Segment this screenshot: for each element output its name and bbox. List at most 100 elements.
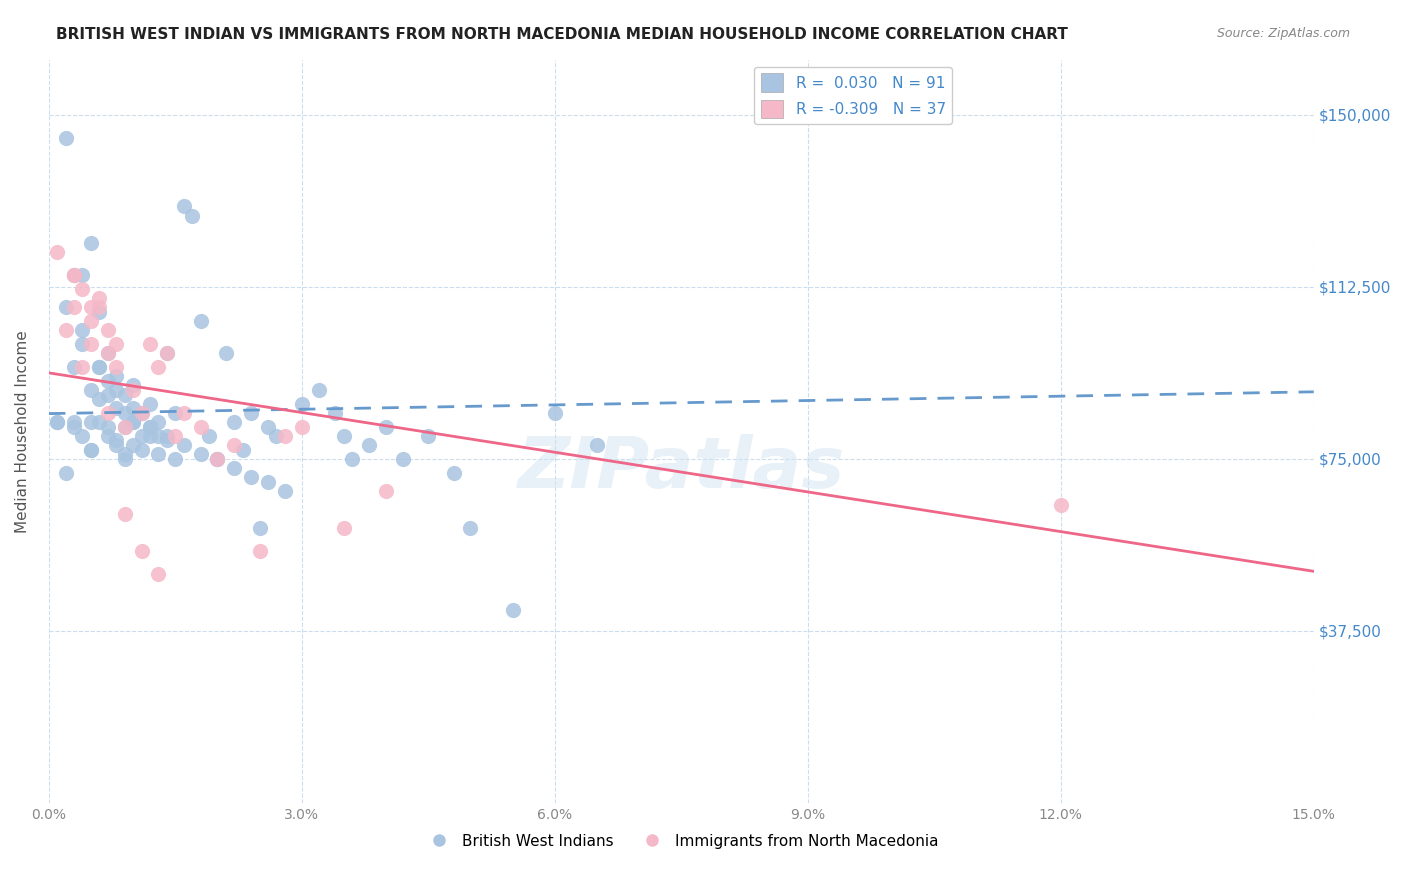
- Point: [72, 337, 94, 351]
- Point: [148, 566, 170, 581]
- Point: [207, 451, 229, 466]
- Text: Source: ZipAtlas.com: Source: ZipAtlas.com: [1216, 27, 1350, 40]
- Point: [165, 451, 187, 466]
- Point: [148, 415, 170, 429]
- Point: [224, 415, 246, 429]
- Point: [122, 415, 145, 429]
- Point: [207, 451, 229, 466]
- Point: [586, 438, 609, 452]
- Point: [148, 429, 170, 443]
- Point: [80, 442, 103, 457]
- Point: [105, 369, 128, 384]
- Point: [97, 323, 120, 337]
- Point: [114, 419, 136, 434]
- Point: [232, 442, 254, 457]
- Point: [198, 429, 221, 443]
- Point: [418, 429, 440, 443]
- Point: [325, 406, 347, 420]
- Point: [89, 291, 111, 305]
- Point: [114, 387, 136, 401]
- Point: [80, 236, 103, 251]
- Point: [1049, 498, 1071, 512]
- Point: [148, 447, 170, 461]
- Point: [46, 415, 69, 429]
- Point: [97, 346, 120, 360]
- Point: [63, 359, 86, 374]
- Point: [333, 521, 356, 535]
- Text: BRITISH WEST INDIAN VS IMMIGRANTS FROM NORTH MACEDONIA MEDIAN HOUSEHOLD INCOME C: BRITISH WEST INDIAN VS IMMIGRANTS FROM N…: [56, 27, 1069, 42]
- Point: [80, 337, 103, 351]
- Point: [148, 359, 170, 374]
- Point: [122, 383, 145, 397]
- Point: [131, 406, 153, 420]
- Point: [131, 442, 153, 457]
- Point: [131, 429, 153, 443]
- Legend: British West Indians, Immigrants from North Macedonia: British West Indians, Immigrants from No…: [418, 828, 945, 855]
- Point: [257, 419, 280, 434]
- Point: [224, 461, 246, 475]
- Point: [122, 415, 145, 429]
- Point: [46, 415, 69, 429]
- Point: [80, 442, 103, 457]
- Point: [544, 406, 567, 420]
- Point: [139, 419, 162, 434]
- Point: [122, 438, 145, 452]
- Point: [156, 346, 179, 360]
- Point: [190, 314, 212, 328]
- Point: [89, 359, 111, 374]
- Point: [80, 301, 103, 315]
- Point: [80, 383, 103, 397]
- Point: [266, 429, 288, 443]
- Point: [131, 543, 153, 558]
- Point: [105, 383, 128, 397]
- Point: [55, 301, 77, 315]
- Point: [72, 429, 94, 443]
- Point: [46, 245, 69, 260]
- Point: [240, 470, 263, 484]
- Point: [131, 406, 153, 420]
- Point: [139, 397, 162, 411]
- Point: [165, 429, 187, 443]
- Point: [89, 301, 111, 315]
- Point: [308, 383, 330, 397]
- Point: [249, 521, 271, 535]
- Point: [80, 415, 103, 429]
- Point: [63, 301, 86, 315]
- Point: [63, 419, 86, 434]
- Point: [173, 199, 195, 213]
- Point: [114, 451, 136, 466]
- Point: [375, 483, 398, 498]
- Point: [291, 397, 314, 411]
- Point: [97, 374, 120, 388]
- Point: [122, 378, 145, 392]
- Point: [207, 451, 229, 466]
- Point: [333, 429, 356, 443]
- Point: [89, 359, 111, 374]
- Point: [114, 419, 136, 434]
- Point: [122, 401, 145, 416]
- Point: [105, 359, 128, 374]
- Point: [249, 543, 271, 558]
- Point: [156, 429, 179, 443]
- Point: [72, 268, 94, 283]
- Point: [55, 466, 77, 480]
- Point: [224, 438, 246, 452]
- Point: [63, 268, 86, 283]
- Point: [80, 314, 103, 328]
- Point: [105, 401, 128, 416]
- Point: [274, 483, 297, 498]
- Point: [190, 447, 212, 461]
- Point: [114, 507, 136, 521]
- Point: [460, 521, 482, 535]
- Point: [139, 419, 162, 434]
- Point: [215, 346, 238, 360]
- Point: [257, 475, 280, 489]
- Point: [114, 406, 136, 420]
- Point: [63, 268, 86, 283]
- Point: [89, 392, 111, 406]
- Point: [63, 268, 86, 283]
- Point: [173, 406, 195, 420]
- Point: [139, 429, 162, 443]
- Point: [105, 337, 128, 351]
- Point: [72, 282, 94, 296]
